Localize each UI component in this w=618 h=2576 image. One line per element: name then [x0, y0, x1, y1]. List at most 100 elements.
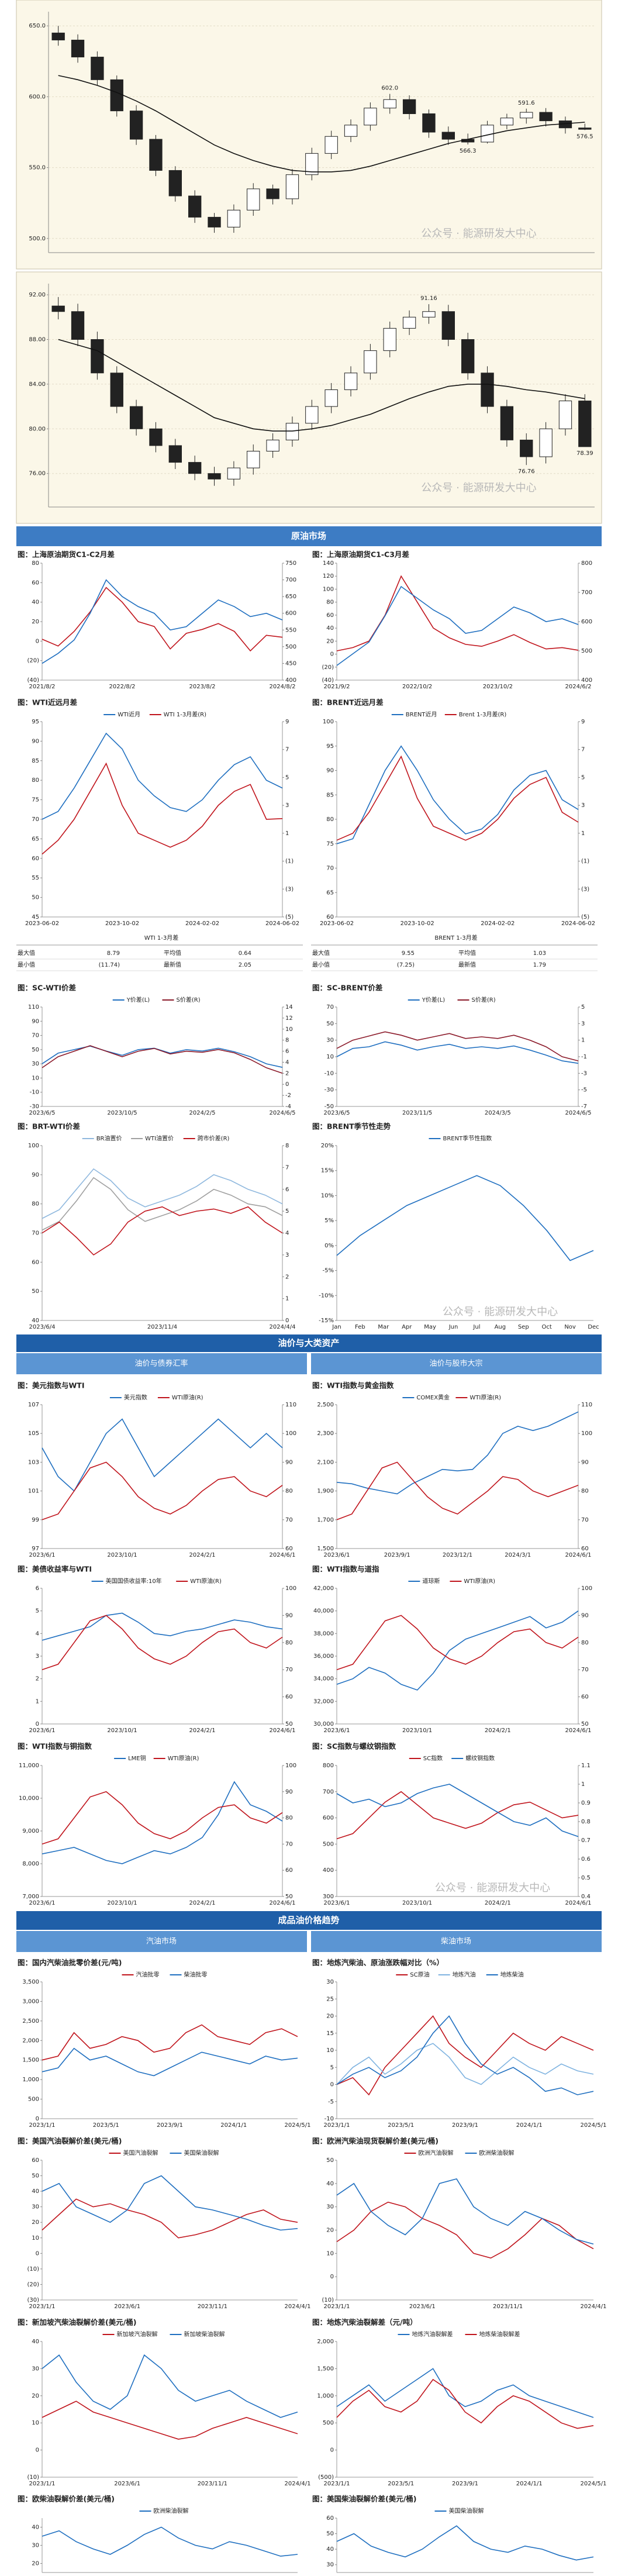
- chart-heading: 图：国内汽柴油批零价差(元/吨): [18, 1958, 122, 1967]
- watermark: 公众号 · 能源研发大中心: [435, 1882, 550, 1894]
- candle-body: [266, 439, 279, 452]
- series-line: [42, 2401, 298, 2440]
- candle-body: [305, 406, 319, 424]
- y2-tick-label: (1): [285, 858, 294, 865]
- x-tick-label: 2023/9/1: [157, 2122, 183, 2129]
- x-tick-label: 2024/6/5: [565, 1110, 592, 1116]
- x-tick-label: 2024/6/1: [270, 1727, 296, 1734]
- series-line: [336, 1175, 594, 1261]
- table-cell: 最大值: [18, 949, 35, 957]
- section-bar: [16, 1911, 602, 1930]
- annotation: 591.6: [518, 100, 535, 106]
- y-tick-label: 400: [323, 1867, 334, 1874]
- x-tick-label: 2024/4/4: [270, 1324, 296, 1330]
- legend-label: WTI原油(R): [464, 1577, 495, 1585]
- legend-label: 新加坡汽油裂解: [117, 2330, 158, 2338]
- series-line: [42, 2526, 298, 2557]
- series-line: [336, 2525, 594, 2561]
- section-bar: [16, 1334, 602, 1352]
- series-line: [42, 1045, 283, 1068]
- y-tick-label: 95: [326, 743, 334, 750]
- y2-tick-label: 100: [581, 1430, 592, 1437]
- y2-tick-label: 1: [581, 1037, 585, 1044]
- x-tick-label: 2024/1/1: [516, 2481, 543, 2487]
- series-line: [336, 2378, 594, 2429]
- y2-tick-label: 70: [581, 1667, 589, 1673]
- y2-tick-label: 6: [285, 1049, 289, 1055]
- candle-body: [500, 118, 514, 126]
- y-tick-label: 1,900: [317, 1488, 334, 1495]
- y-tick-label: 30: [32, 2543, 39, 2549]
- x-tick-label: 2024-06-02: [265, 920, 299, 927]
- y-tick-label: 45: [32, 914, 39, 920]
- watermark: 公众号 · 能源研发大中心: [421, 227, 536, 240]
- candle-body: [441, 132, 455, 140]
- x-tick-label: 2023/11/1: [198, 2303, 227, 2310]
- y2-tick-label: 90: [581, 1612, 589, 1619]
- y2-tick-label: 70: [285, 1841, 293, 1847]
- y2-tick-label: 1: [581, 1781, 585, 1788]
- series-line: [42, 1615, 283, 1670]
- y-tick-label: 60: [326, 914, 334, 920]
- legend-label: 地炼柴油裂解差: [479, 2330, 520, 2338]
- series-line: [336, 2178, 594, 2245]
- chart-heading: 图：美债收益率与WTI: [18, 1565, 92, 1574]
- legend-label: 欧洲汽油裂解: [419, 2149, 454, 2157]
- y-tick-label: 75: [32, 797, 39, 804]
- chart-heading: 图：上海原油期货C1-C2月差: [18, 550, 115, 559]
- y-tick-label: 40: [32, 1318, 39, 1324]
- x-tick-label: 2023/11/1: [198, 2481, 227, 2487]
- legend-label: 跨市价差(R): [198, 1134, 230, 1142]
- candle-body: [422, 113, 436, 133]
- table-title: BRENT 1-3月差: [434, 934, 477, 942]
- series-line: [42, 1177, 283, 1231]
- y-tick-label: 101: [28, 1488, 39, 1495]
- y2-tick-label: 50: [285, 1894, 293, 1900]
- y2-tick-label: 10: [285, 1026, 293, 1033]
- y2-tick-label: 1: [285, 830, 289, 837]
- x-tick-label: 2023/6/1: [29, 1727, 56, 1734]
- annotation: 566.3: [460, 148, 477, 154]
- y-tick-label: 50: [326, 2531, 334, 2537]
- candle-body: [91, 339, 104, 374]
- y-tick-label: 88.00: [29, 337, 46, 343]
- candle-body: [208, 473, 221, 480]
- annotation: 78.39: [576, 450, 593, 457]
- y-tick-label: 3,500: [22, 1979, 39, 1985]
- y-tick-label: 20: [326, 2227, 334, 2234]
- y-tick-label: 80: [32, 777, 39, 784]
- x-tick-label: Jun: [448, 1324, 458, 1330]
- x-tick-label: 2023/6/1: [114, 2303, 140, 2310]
- x-tick-label: Mar: [378, 1324, 389, 1330]
- y2-tick-label: -2: [285, 1092, 291, 1099]
- y2-tick-label: (5): [285, 914, 294, 920]
- series-line: [42, 732, 283, 820]
- candle-body: [558, 401, 572, 429]
- x-tick-label: Sep: [518, 1324, 529, 1330]
- y-tick-label: 10%: [321, 1192, 334, 1199]
- legend-label: 美国柴油裂解: [184, 2149, 219, 2157]
- candle-body: [383, 99, 396, 109]
- y2-tick-label: -3: [581, 1070, 587, 1077]
- y2-tick-label: (3): [285, 886, 294, 892]
- y-tick-label: 70: [326, 865, 334, 872]
- table-cell: 9.55: [402, 950, 415, 957]
- y2-tick-label: 5: [581, 774, 585, 781]
- x-tick-label: 2023-06-02: [320, 920, 354, 927]
- y-tick-label: 50: [326, 2157, 334, 2164]
- y-tick-label: 20: [32, 619, 39, 625]
- y2-tick-label: 90: [581, 1459, 589, 1465]
- y-tick-label: 90: [32, 1172, 39, 1178]
- y-tick-label: 0: [330, 651, 334, 658]
- x-tick-label: 2023/6/1: [29, 1900, 56, 1906]
- y-tick-label: 100: [323, 586, 334, 592]
- chart-heading: 图：WTI指数与道指: [312, 1565, 379, 1574]
- series-line: [336, 2368, 594, 2418]
- y-tick-label: 30: [326, 2204, 334, 2211]
- y2-tick-label: 0.5: [581, 1875, 591, 1881]
- y-tick-label: 95: [32, 719, 39, 725]
- chart-heading: 图：BRT-WTI价差: [18, 1122, 80, 1131]
- x-tick-label: 2023/1/1: [29, 2481, 56, 2487]
- y-tick-label: 70: [326, 1004, 334, 1011]
- legend-label: 美国国债收益率:10年: [106, 1577, 162, 1585]
